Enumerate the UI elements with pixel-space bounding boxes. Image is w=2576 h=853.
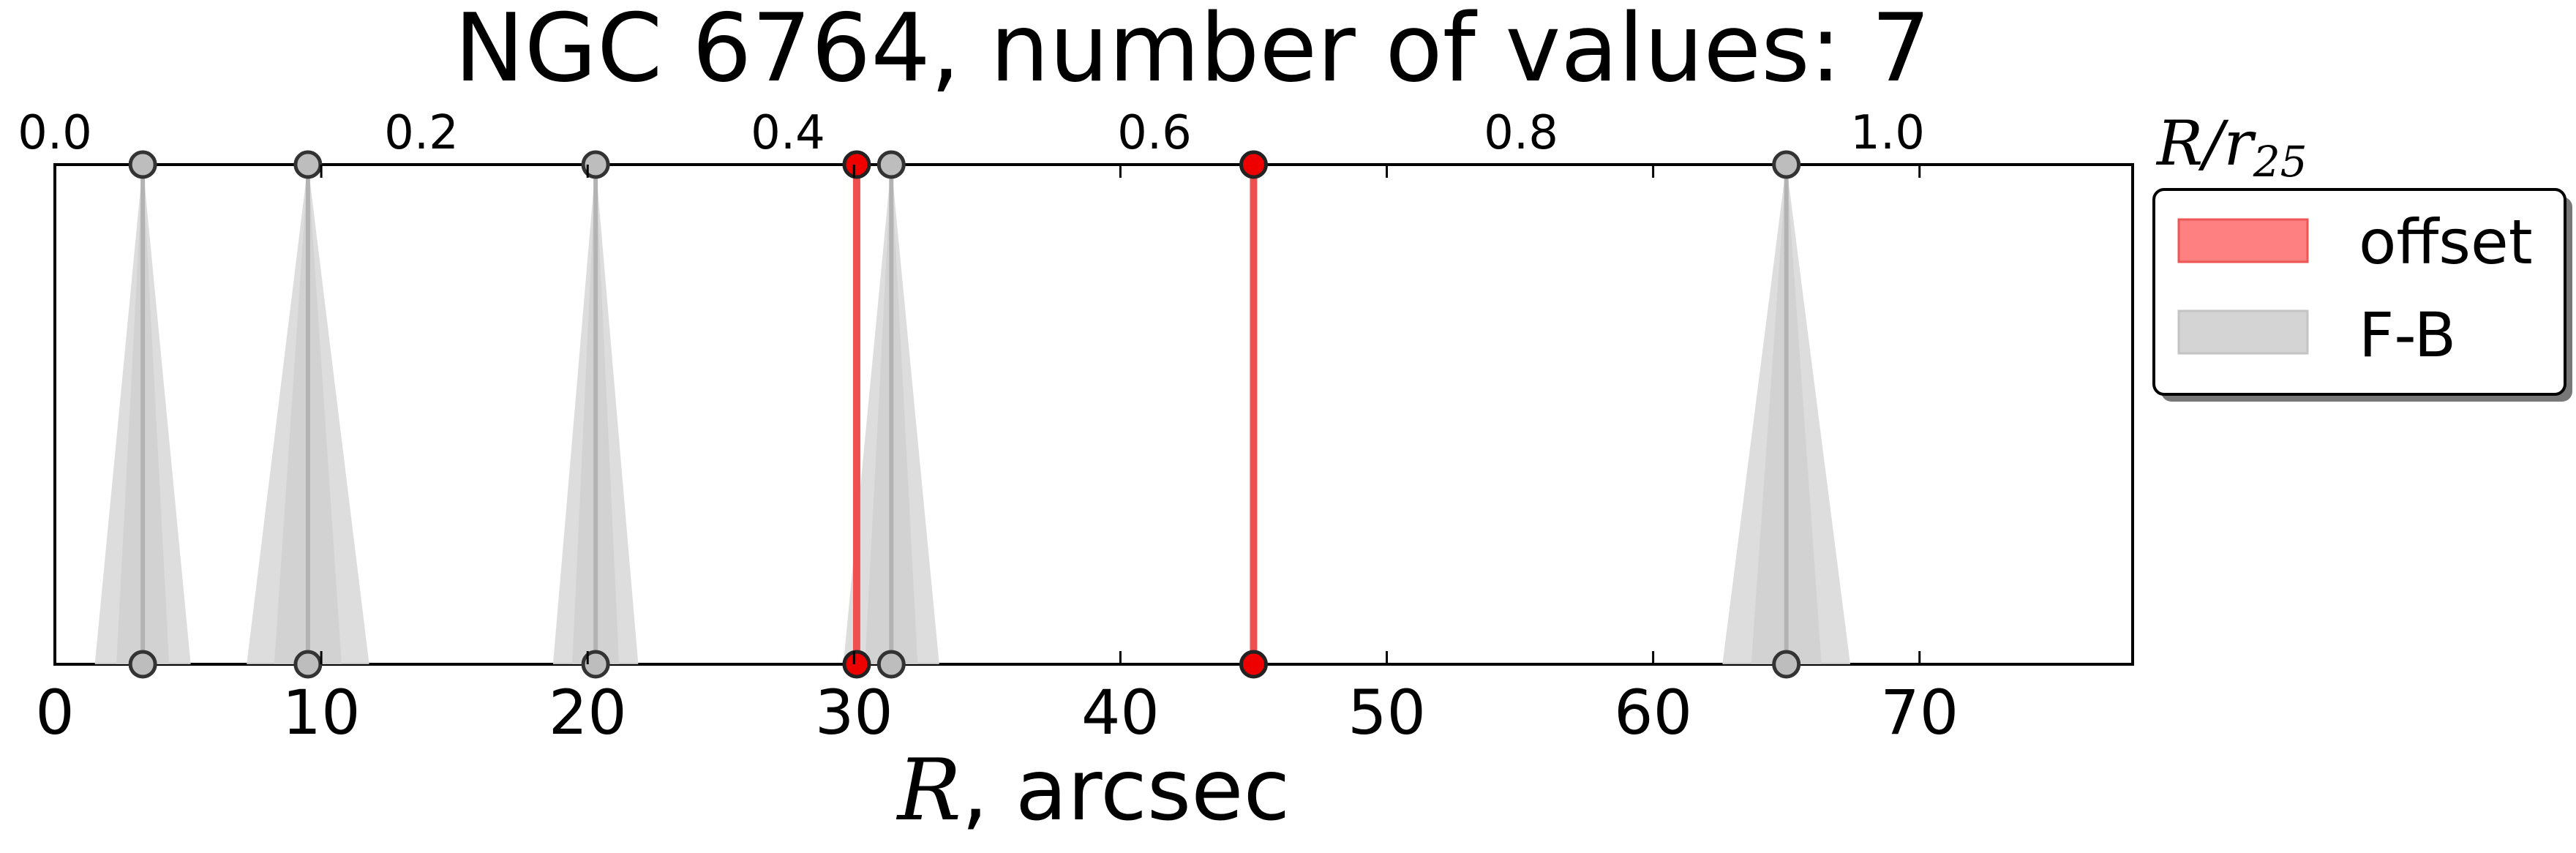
- x-tick-label: 0: [35, 677, 74, 748]
- offset-point-bottom: [1239, 650, 1268, 679]
- x-tick-label: 20: [549, 677, 627, 748]
- x-tick-label: 60: [1614, 677, 1692, 748]
- top-axis-label: R/r25: [2155, 108, 2307, 187]
- top-tick-label: 0.8: [1484, 106, 1558, 160]
- x-axis-label: R, arcsec: [896, 741, 1291, 840]
- fb-point-bottom: [581, 650, 610, 679]
- x-tick-label: 40: [1081, 677, 1160, 748]
- legend-swatch-offset: [2177, 218, 2309, 263]
- fb-point-bottom: [293, 650, 323, 679]
- top-tick-label: 1.0: [1850, 106, 1925, 160]
- fb-point-bottom: [1772, 650, 1801, 679]
- top-tick-label: 0.4: [751, 106, 825, 160]
- x-tick-label: 50: [1348, 677, 1426, 748]
- legend-label-offset: offset: [2359, 206, 2533, 278]
- top-tick-label: 0.0: [18, 106, 92, 160]
- legend-label-fb: F-B: [2359, 299, 2456, 371]
- top-tick-label: 0.2: [384, 106, 459, 160]
- fb-point-top: [581, 150, 610, 179]
- fb-point-top: [876, 150, 906, 179]
- legend-swatch-fb: [2177, 309, 2309, 355]
- offset-point-top: [842, 150, 871, 179]
- x-tick-label: 10: [282, 677, 361, 748]
- fb-series-layer: [94, 150, 1851, 679]
- top-tick-label: 0.6: [1117, 106, 1192, 160]
- fb-point-top: [293, 150, 323, 179]
- x-tick-label: 30: [815, 677, 893, 748]
- x-tick-label: 70: [1880, 677, 1959, 748]
- chart-title: NGC 6764, number of values: 7: [454, 0, 1931, 103]
- fb-point-top: [1772, 150, 1801, 179]
- offset-series-layer: [842, 150, 1268, 679]
- offset-point-bottom: [842, 650, 871, 679]
- legend: offset F-B: [2152, 188, 2572, 402]
- ticks-layer: 0 10 20 30 40 50 60 70 0.0 0.2 0.4 0.6 0.8 1.0: [18, 106, 1959, 748]
- fb-point-bottom: [128, 650, 157, 679]
- offset-point-top: [1239, 150, 1268, 179]
- fb-point-bottom: [876, 650, 906, 679]
- fb-point-top: [128, 150, 157, 179]
